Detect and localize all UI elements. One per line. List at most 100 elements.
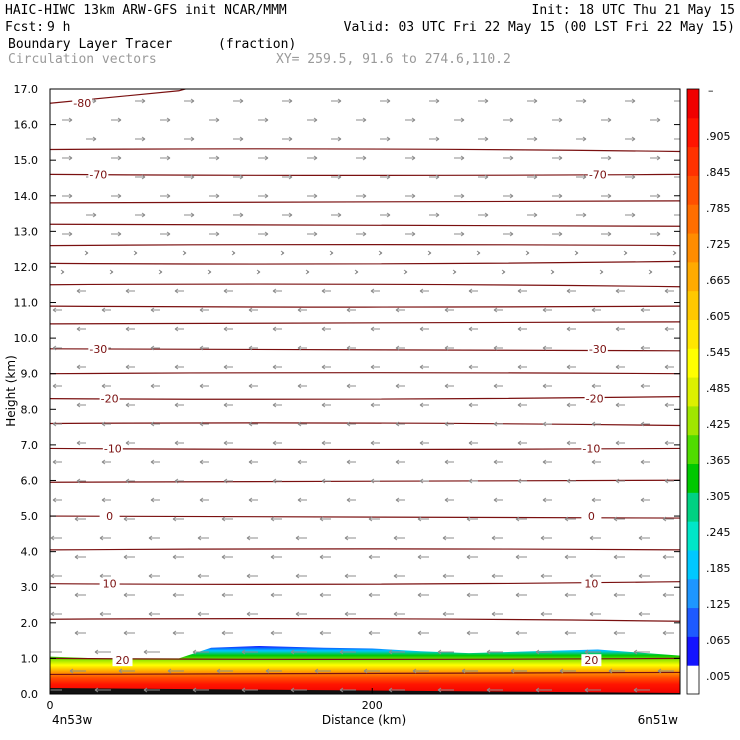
contour-label-bg: [581, 510, 602, 523]
vector-arrow: [552, 155, 563, 161]
vector-arrow: [331, 98, 342, 104]
contour-label: -20: [101, 393, 119, 406]
vector-arrow: [613, 554, 625, 560]
vector-arrow: [591, 459, 601, 465]
contour-label-bg: [581, 577, 602, 590]
vector-arrow: [393, 611, 405, 617]
y-tick-label: 13.0: [14, 225, 39, 238]
vector-arrow: [346, 345, 356, 351]
vector-arrow: [62, 231, 73, 237]
vector-arrow: [331, 136, 342, 142]
vector-arrow: [52, 307, 62, 313]
vector-arrow: [662, 554, 674, 560]
vector-arrow: [272, 402, 282, 408]
vector-arrow: [378, 250, 383, 256]
vector-arrow: [650, 193, 661, 199]
vector-arrow: [50, 611, 62, 617]
vector-arrow: [297, 383, 307, 389]
vector-arrow: [640, 497, 650, 503]
vector-arrow: [417, 516, 429, 522]
vector-arrow: [527, 136, 538, 142]
vector-arrow: [674, 214, 680, 216]
colorbar-swatch: [687, 117, 699, 148]
vector-arrow: [84, 250, 89, 256]
vector-arrow: [76, 364, 86, 370]
contour-label-bg: [99, 510, 120, 523]
colorbar-swatch: [687, 463, 699, 493]
colorbar-label: .605: [706, 310, 731, 323]
vector-arrow: [564, 516, 576, 522]
vector-arrow: [633, 687, 650, 693]
vector-arrow: [221, 554, 233, 560]
vector-arrow: [395, 421, 405, 427]
vector-arrow: [589, 535, 601, 541]
vector-arrow: [99, 573, 111, 579]
vector-arrow: [662, 630, 674, 636]
vector-arrow: [344, 611, 356, 617]
vector-arrow: [395, 383, 405, 389]
vector-arrow: [233, 98, 244, 104]
vector-arrow: [297, 497, 307, 503]
vector-arrow: [199, 383, 209, 389]
vector-arrow: [125, 364, 135, 370]
vector-arrow: [419, 364, 429, 370]
vector-arrow: [346, 383, 356, 389]
contour-line: [50, 223, 680, 227]
vector-arrow: [515, 592, 527, 598]
vector-arrow: [444, 421, 454, 427]
vector-arrow: [223, 288, 233, 294]
contour-labels: -80 -70 -70 -30 -30 -20 -20 -10 -10 0 0 10 10 20 20: [72, 97, 608, 667]
y-tick-label: 4.0: [21, 546, 39, 559]
vector-arrow: [256, 269, 261, 275]
vector-arrow: [143, 687, 160, 693]
plot-frame: [49, 88, 681, 695]
vector-arrow: [221, 592, 233, 598]
vector-arrow: [517, 364, 527, 370]
vector-arrow: [380, 98, 391, 104]
vector-arrow: [395, 307, 405, 313]
vector-arrow: [329, 250, 334, 256]
vector-arrow: [297, 421, 307, 427]
vector-arrow: [664, 288, 674, 294]
vector-arrow: [101, 307, 111, 313]
vector-arrow: [321, 288, 331, 294]
vector-arrow: [662, 592, 674, 598]
contour-label-bg: [587, 342, 608, 355]
vector-arrow: [486, 687, 503, 693]
vector-arrow: [468, 364, 478, 370]
vector-arrow: [272, 288, 282, 294]
vector-arrow: [452, 269, 457, 275]
vector-arrow: [52, 421, 62, 427]
contour-label-bg: [102, 442, 123, 455]
vector-arrow: [50, 689, 62, 691]
vector-arrow: [368, 592, 380, 598]
colorbar-swatch: [687, 434, 699, 465]
y-tick-label: 7.0: [21, 439, 39, 452]
colorbar-swatch: [687, 405, 699, 436]
colorbar-swatch: [687, 175, 699, 205]
vector-arrow: [150, 421, 160, 427]
vector-arrow: [209, 155, 220, 161]
vector-arrow: [272, 364, 282, 370]
vector-arrow: [664, 364, 674, 370]
vector-arrow: [437, 649, 454, 655]
vector-arrow: [517, 402, 527, 408]
vector-arrow: [307, 231, 318, 237]
vector-arrow: [158, 269, 163, 275]
y-tick-label: 12.0: [14, 261, 39, 274]
vector-arrow: [319, 630, 331, 636]
y-tick-label: 6.0: [21, 474, 39, 487]
vector-arrow: [52, 383, 62, 389]
run-title: HAIC-HIWC 13km ARW-GFS init NCAR/MMM: [5, 3, 287, 18]
vector-arrow: [412, 668, 429, 674]
vector-arrow: [466, 592, 478, 598]
vector-arrow: [615, 364, 625, 370]
vector-arrow: [540, 611, 552, 617]
vector-arrow: [370, 478, 380, 484]
vector-arrow: [444, 383, 454, 389]
vector-arrow: [101, 421, 111, 427]
contour-line: [50, 372, 680, 375]
vector-arrow: [540, 573, 552, 579]
vector-arrow: [517, 478, 527, 484]
vector-arrow: [111, 155, 122, 161]
